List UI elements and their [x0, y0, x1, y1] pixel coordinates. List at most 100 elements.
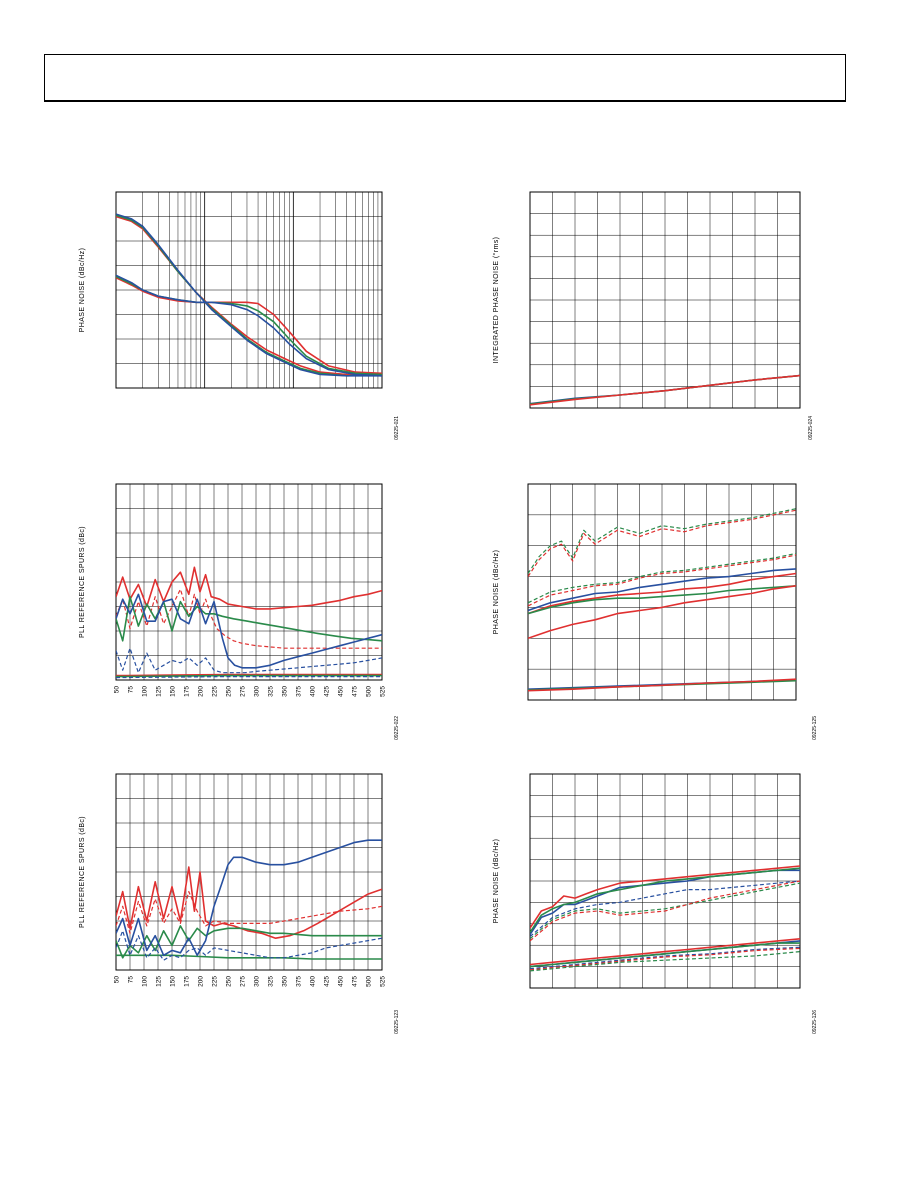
page-header-frame	[44, 54, 846, 102]
x-tick-label: 450	[338, 686, 345, 697]
figure-id: 09225-022	[394, 716, 400, 740]
x-tick-label: 400	[310, 976, 317, 987]
series-line-3	[116, 925, 382, 959]
chart-phase-noise-middle-right: PHASE NOISE (dBc/Hz) 09225-125	[493, 483, 818, 740]
x-tick-label: 275	[240, 976, 247, 987]
x-tick-label: 150	[170, 976, 177, 987]
x-tick-label: 75	[128, 686, 135, 694]
figure-id: 09225-126	[812, 1010, 818, 1034]
series-line-2	[116, 891, 382, 934]
series-line-6	[116, 673, 382, 677]
series-line-4	[528, 554, 796, 607]
x-tick-label: 425	[324, 976, 331, 987]
x-tick-label: 150	[170, 686, 177, 697]
series-line-7	[528, 585, 796, 615]
x-tick-label: 325	[268, 686, 275, 697]
x-tick-labels: 50 75 100 125 150 175 200 225 250 275 300 325 350 375…	[114, 686, 387, 697]
y-axis-label: PLL REFERENCE SPURS (dBc)	[79, 526, 86, 638]
x-tick-label: 450	[338, 976, 345, 987]
series-line-3	[528, 552, 796, 604]
x-tick-label: 200	[198, 686, 205, 697]
series-group	[530, 865, 800, 972]
series-line-1	[528, 508, 796, 574]
series-line-6	[116, 274, 382, 377]
figure-id: 09225-125	[812, 716, 818, 740]
series-line-4	[116, 277, 382, 375]
plot-frame	[115, 483, 383, 681]
plot-frame	[115, 191, 383, 389]
y-axis-label: PHASE NOISE (dBc/Hz)	[493, 550, 500, 635]
x-tick-label: 375	[296, 976, 303, 987]
series-line-5	[116, 275, 382, 376]
series-line-5	[116, 647, 382, 674]
chart-pll-reference-spurs-2: PLL REFERENCE SPURS (dBc) 50 75 100 125 150 17…	[79, 773, 400, 1034]
plot-frame	[529, 191, 801, 409]
x-tick-label: 425	[324, 686, 331, 697]
plot-frame	[527, 483, 797, 701]
series-line-3	[530, 374, 800, 406]
x-tick-label: 500	[366, 976, 373, 987]
chart-integrated-phase-noise: INTEGRATED PHASE NOISE (°rms) 09225-024	[492, 191, 814, 440]
x-tick-label: 275	[240, 686, 247, 697]
series-line-2	[528, 509, 796, 577]
series-line-6	[530, 880, 800, 942]
series-line-3	[116, 595, 382, 642]
chart-phase-noise-top-left: PHASE NOISE (dBc/Hz) 09225-021	[79, 191, 400, 440]
series-line-1	[116, 566, 382, 610]
series-line-3	[116, 213, 382, 377]
x-tick-label: 350	[282, 686, 289, 697]
series-line-6	[116, 930, 382, 961]
series-line-8	[530, 942, 800, 968]
series-line-3	[530, 865, 800, 929]
figure-id: 09225-024	[808, 416, 814, 440]
x-tick-label: 300	[254, 976, 261, 987]
series-line-4	[530, 880, 800, 938]
grid-lines	[115, 192, 382, 388]
series-line-6	[528, 572, 796, 615]
x-tick-label: 200	[198, 976, 205, 987]
y-axis-label: PHASE NOISE (dBc/Hz)	[493, 839, 500, 924]
series-line-7	[116, 674, 382, 678]
y-axis-label: PHASE NOISE (dBc/Hz)	[79, 248, 86, 333]
series-group	[116, 566, 382, 679]
y-axis-label: INTEGRATED PHASE NOISE (°rms)	[492, 237, 500, 364]
chart-phase-noise-bottom-right: PHASE NOISE (dBc/Hz) 09225-126	[493, 773, 818, 1034]
series-line-4	[116, 954, 382, 960]
x-tick-labels: 50 75 100 125 150 175 200 225 250 275 300 325 350 375…	[114, 976, 387, 987]
x-tick-label: 175	[184, 686, 191, 697]
x-tick-label: 525	[380, 976, 387, 987]
x-tick-label: 475	[352, 686, 359, 697]
x-tick-label: 100	[142, 976, 149, 987]
y-axis-label: PLL REFERENCE SPURS (dBc)	[79, 816, 86, 928]
x-tick-label: 475	[352, 976, 359, 987]
series-line-11	[528, 678, 796, 692]
x-tick-label: 525	[380, 686, 387, 697]
x-tick-label: 125	[156, 686, 163, 697]
figure-id: 09225-123	[394, 1010, 400, 1034]
series-group	[530, 374, 800, 406]
x-tick-label: 75	[128, 976, 135, 984]
x-tick-label: 125	[156, 976, 163, 987]
series-line-8	[528, 585, 796, 640]
grid-lines	[530, 192, 800, 408]
grid-lines	[528, 484, 796, 700]
x-tick-label: 375	[296, 686, 303, 697]
chart-pll-reference-spurs-1: PLL REFERENCE SPURS (dBc) 50 75 100 125 150 17…	[79, 483, 400, 740]
x-tick-label: 225	[212, 976, 219, 987]
x-tick-label: 250	[226, 976, 233, 987]
grid-lines	[115, 774, 383, 970]
series-group	[528, 508, 796, 692]
series-group	[116, 839, 382, 961]
series-line-2	[530, 867, 800, 933]
x-tick-label: 225	[212, 686, 219, 697]
x-tick-label: 400	[310, 686, 317, 697]
plot-frame	[115, 773, 383, 971]
series-line-8	[116, 676, 382, 679]
x-tick-label: 50	[114, 976, 121, 984]
x-tick-label: 300	[254, 686, 261, 697]
figure-id: 09225-021	[394, 416, 400, 440]
series-group	[116, 213, 382, 377]
series-line-4	[116, 593, 382, 669]
x-tick-label: 50	[114, 686, 121, 694]
x-tick-label: 250	[226, 686, 233, 697]
